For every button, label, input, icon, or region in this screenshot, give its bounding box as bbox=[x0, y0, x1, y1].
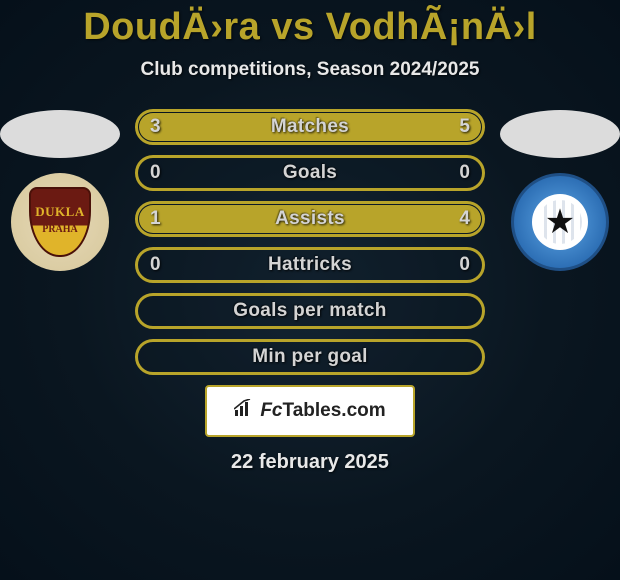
stat-value-left: 0 bbox=[150, 254, 161, 276]
brand-box[interactable]: FcTables.com bbox=[205, 385, 415, 437]
stat-value-right: 5 bbox=[459, 116, 470, 138]
stat-row-goals: 0 0 Goals bbox=[135, 155, 485, 191]
brand-text: FcTables.com bbox=[234, 399, 385, 423]
stat-row-assists: 1 4 Assists bbox=[135, 201, 485, 237]
sigma-star-icon: ★ bbox=[545, 203, 575, 241]
stat-row-hattricks: 0 0 Hattricks bbox=[135, 247, 485, 283]
stat-label: Goals per match bbox=[233, 300, 386, 322]
stat-row-matches: 3 5 Matches bbox=[135, 109, 485, 145]
stat-value-right: 4 bbox=[459, 208, 470, 230]
player-right: ★ bbox=[500, 110, 620, 271]
stat-label: Matches bbox=[271, 116, 349, 138]
stats-container: 3 5 Matches 0 0 Goals 1 4 Assists 0 0 Hattricks Goal… bbox=[135, 109, 485, 375]
player-left-silhouette bbox=[0, 110, 120, 158]
stat-label: Goals bbox=[283, 162, 337, 184]
dukla-shield-icon: DUKLA PRAHA bbox=[29, 187, 91, 257]
stat-value-left: 1 bbox=[150, 208, 161, 230]
brand-chart-icon bbox=[234, 399, 256, 423]
stat-value-left: 3 bbox=[150, 116, 161, 138]
stat-row-goals_per_match: Goals per match bbox=[135, 293, 485, 329]
brand-prefix: Fc bbox=[260, 400, 282, 421]
player-left: DUKLA PRAHA bbox=[0, 110, 120, 271]
stat-label: Hattricks bbox=[268, 254, 352, 276]
club-badge-dukla: DUKLA PRAHA bbox=[11, 173, 109, 271]
player-right-silhouette bbox=[500, 110, 620, 158]
page-title: DoudÄ›ra vs VodhÃ¡nÄ›l bbox=[0, 0, 620, 49]
stat-value-right: 0 bbox=[459, 162, 470, 184]
footer-date: 22 february 2025 bbox=[0, 451, 620, 474]
stat-label: Assists bbox=[275, 208, 345, 230]
dukla-text-bottom: PRAHA bbox=[42, 224, 78, 235]
club-badge-sigma: ★ bbox=[511, 173, 609, 271]
sigma-stripes-icon bbox=[538, 200, 582, 244]
stat-row-min_per_goal: Min per goal bbox=[135, 339, 485, 375]
stat-value-left: 0 bbox=[150, 162, 161, 184]
stat-value-right: 0 bbox=[459, 254, 470, 276]
brand-suffix: Tables.com bbox=[283, 400, 386, 421]
dukla-text-top: DUKLA bbox=[35, 204, 84, 220]
stat-label: Min per goal bbox=[252, 346, 368, 368]
sigma-inner-icon: ★ bbox=[532, 194, 588, 250]
subtitle: Club competitions, Season 2024/2025 bbox=[0, 59, 620, 81]
